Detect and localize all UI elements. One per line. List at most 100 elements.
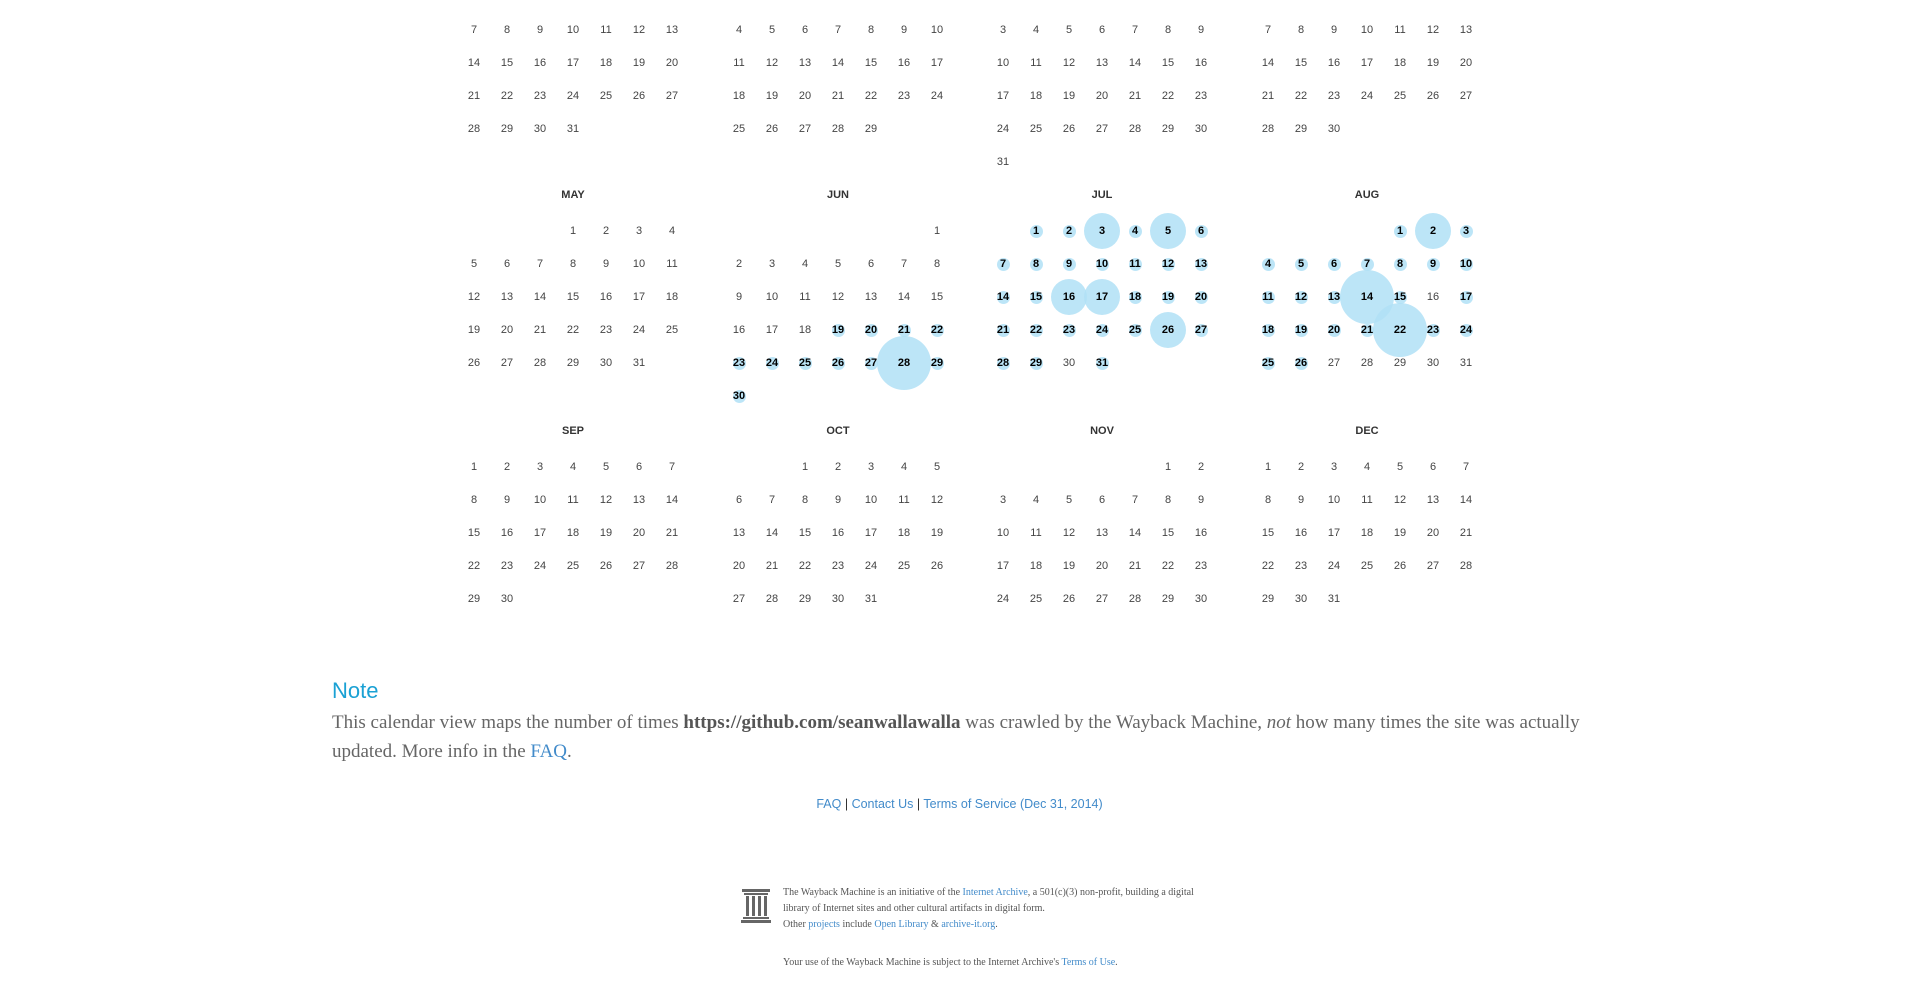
capture-day[interactable]: 4 [1119, 215, 1152, 248]
capture-day[interactable]: 5 [1150, 213, 1186, 249]
capture-day[interactable]: 13 [1318, 281, 1351, 314]
capture-day[interactable]: 6 [1318, 248, 1351, 281]
capture-day[interactable]: 15 [1384, 281, 1417, 314]
capture-day[interactable]: 22 [1373, 303, 1427, 357]
capture-day[interactable]: 24 [1086, 314, 1119, 347]
terms-of-service-link[interactable]: Terms of Service (Dec 31, 2014) [923, 797, 1103, 811]
day-number: 1 [933, 225, 941, 237]
capture-day[interactable]: 17 [1450, 281, 1483, 314]
capture-day[interactable]: 30 [723, 380, 756, 413]
calendar-day: 14 [756, 517, 789, 550]
capture-day[interactable]: 7 [1351, 248, 1384, 281]
day-number: 11 [898, 494, 910, 506]
open-library-link[interactable]: Open Library [874, 919, 929, 930]
calendar-day: 26 [1053, 583, 1086, 616]
capture-day[interactable]: 1 [1020, 215, 1053, 248]
calendar-day: 11 [1020, 47, 1053, 80]
capture-day[interactable]: 25 [789, 347, 822, 380]
capture-day[interactable]: 19 [1285, 314, 1318, 347]
capture-day[interactable]: 31 [1086, 347, 1119, 380]
capture-day[interactable]: 24 [756, 347, 789, 380]
capture-day[interactable]: 5 [1285, 248, 1318, 281]
calendar-day: 17 [987, 550, 1020, 583]
faq-link[interactable]: FAQ [816, 797, 842, 811]
capture-day[interactable]: 27 [1185, 314, 1218, 347]
day-number: 25 [798, 357, 812, 369]
day-number: 27 [1459, 90, 1473, 102]
capture-day[interactable]: 17 [1084, 279, 1120, 315]
capture-day[interactable]: 3 [1084, 213, 1120, 249]
capture-day[interactable]: 23 [1417, 314, 1450, 347]
capture-day[interactable]: 14 [1340, 270, 1394, 324]
capture-day[interactable]: 25 [1252, 347, 1285, 380]
capture-day[interactable]: 13 [1185, 248, 1218, 281]
capture-day[interactable]: 12 [1285, 281, 1318, 314]
capture-day[interactable]: 20 [1318, 314, 1351, 347]
capture-day[interactable]: 15 [1020, 281, 1053, 314]
day-number: 11 [799, 291, 811, 303]
capture-day[interactable]: 24 [1450, 314, 1483, 347]
capture-day[interactable]: 16 [1051, 279, 1087, 315]
capture-day[interactable]: 12 [1152, 248, 1185, 281]
capture-day[interactable]: 4 [1252, 248, 1285, 281]
capture-day[interactable]: 23 [723, 347, 756, 380]
capture-day[interactable]: 19 [822, 314, 855, 347]
capture-bubble [1161, 290, 1175, 304]
capture-day[interactable]: 3 [1450, 215, 1483, 248]
calendar-day: 7 [888, 248, 921, 281]
capture-day[interactable]: 7 [987, 248, 1020, 281]
capture-day[interactable]: 29 [921, 347, 954, 380]
capture-day[interactable]: 22 [1020, 314, 1053, 347]
capture-day[interactable]: 14 [987, 281, 1020, 314]
capture-day[interactable]: 8 [1384, 248, 1417, 281]
capture-day[interactable]: 21 [888, 314, 921, 347]
capture-day[interactable]: 11 [1119, 248, 1152, 281]
day-number: 20 [632, 527, 646, 539]
internet-archive-link[interactable]: Internet Archive [962, 887, 1028, 898]
capture-day[interactable]: 29 [1020, 347, 1053, 380]
capture-day[interactable]: 21 [987, 314, 1020, 347]
capture-day[interactable]: 2 [1053, 215, 1086, 248]
capture-day[interactable]: 23 [1053, 314, 1086, 347]
capture-day[interactable]: 28 [987, 347, 1020, 380]
capture-day[interactable]: 11 [1252, 281, 1285, 314]
day-number: 13 [732, 527, 746, 539]
capture-day[interactable]: 1 [1384, 215, 1417, 248]
calendar-day: 23 [1318, 80, 1351, 113]
capture-day[interactable]: 10 [1450, 248, 1483, 281]
calendar-day: 18 [557, 517, 590, 550]
capture-day[interactable]: 6 [1185, 215, 1218, 248]
capture-day[interactable]: 9 [1053, 248, 1086, 281]
day-number: 14 [897, 291, 911, 303]
capture-day[interactable]: 27 [855, 347, 888, 380]
capture-day[interactable]: 9 [1417, 248, 1450, 281]
note-faq-link[interactable]: FAQ [530, 741, 568, 762]
footer-text: The Wayback Machine is an initiative of … [783, 885, 1203, 933]
capture-day[interactable]: 25 [1119, 314, 1152, 347]
archive-it-link[interactable]: archive-it.org [941, 919, 996, 930]
capture-day[interactable]: 20 [855, 314, 888, 347]
capture-day[interactable]: 18 [1252, 314, 1285, 347]
day-number: 31 [1459, 357, 1473, 369]
capture-day[interactable]: 20 [1185, 281, 1218, 314]
archive-building-icon[interactable] [741, 887, 771, 923]
capture-day[interactable]: 19 [1152, 281, 1185, 314]
capture-day[interactable]: 2 [1415, 213, 1451, 249]
projects-link[interactable]: projects [808, 919, 840, 930]
day-number: 10 [632, 258, 646, 270]
day-number: 6 [1197, 225, 1205, 237]
capture-day[interactable]: 18 [1119, 281, 1152, 314]
calendar-day: 17 [557, 47, 590, 80]
day-number: 9 [602, 258, 610, 270]
contact-us-link[interactable]: Contact Us [851, 797, 914, 811]
calendar-day: 16 [1185, 517, 1218, 550]
capture-day[interactable]: 10 [1086, 248, 1119, 281]
capture-day[interactable]: 26 [1285, 347, 1318, 380]
capture-day[interactable]: 26 [1150, 312, 1186, 348]
terms-of-use-link[interactable]: Terms of Use [1061, 957, 1116, 968]
capture-day[interactable]: 28 [877, 336, 931, 390]
capture-day[interactable]: 26 [822, 347, 855, 380]
capture-day[interactable]: 8 [1020, 248, 1053, 281]
capture-day[interactable]: 21 [1351, 314, 1384, 347]
capture-day[interactable]: 22 [921, 314, 954, 347]
